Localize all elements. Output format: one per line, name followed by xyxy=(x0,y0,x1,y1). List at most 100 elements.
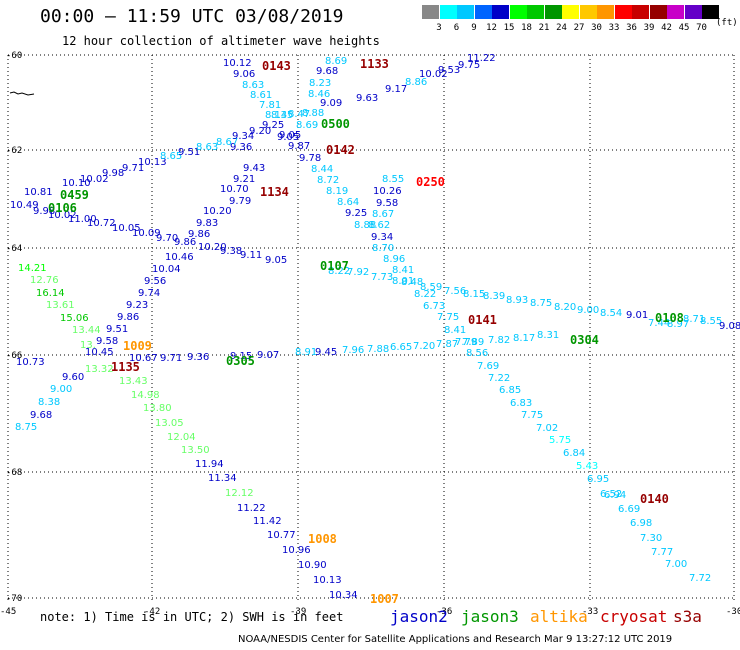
wave-height-value: 10.12 xyxy=(223,58,252,69)
wave-height-value: 8.93 xyxy=(506,295,528,306)
scale-label: 18 xyxy=(521,23,532,33)
wave-height-value: 10.13 xyxy=(313,575,342,586)
wave-height-value: 7.72 xyxy=(689,573,711,584)
wave-height-value: 8.39 xyxy=(483,291,505,302)
wave-height-value: 10.04 xyxy=(152,264,181,275)
wave-height-value: 11.22 xyxy=(467,53,496,64)
wave-height-value: 12.76 xyxy=(30,275,59,286)
wave-height-value: 8.59 xyxy=(420,282,442,293)
wave-height-value: 8.97 xyxy=(667,319,689,330)
wave-height-value: 13.44 xyxy=(72,325,101,336)
wave-height-value: 7.79 xyxy=(455,337,477,348)
wave-height-value: 9.25 xyxy=(345,208,367,219)
wave-height-value: 11.42 xyxy=(253,516,282,527)
legend-cryosat: cryosat xyxy=(600,607,668,626)
scale-swatch xyxy=(579,5,597,19)
wave-height-value: 9.87 xyxy=(288,141,310,152)
wave-height-value: 13. xyxy=(80,340,96,351)
wave-height-value: 10.02 xyxy=(419,69,448,80)
scale-label: 6 xyxy=(453,23,460,33)
wave-height-value: 8.75 xyxy=(530,298,552,309)
scale-swatch xyxy=(492,5,509,19)
wave-height-value: 9.98 xyxy=(33,206,55,217)
wave-height-value: 7.88 xyxy=(367,344,389,355)
wave-height-value: 9.15 xyxy=(230,351,252,362)
wave-height-value: 8.91 xyxy=(295,347,317,358)
wave-height-value: 8.44 xyxy=(311,164,333,175)
wave-height-value: 8.31 xyxy=(537,330,559,341)
legend-s3a: s3a xyxy=(673,607,702,626)
wave-height-value: 8.96 xyxy=(383,254,405,265)
wave-height-value: 9.36 xyxy=(187,352,209,363)
scale-label: 3 xyxy=(436,23,442,33)
wave-height-value: 7.92 xyxy=(347,267,369,278)
wave-height-value: 10.67 xyxy=(129,353,158,364)
scale-swatch xyxy=(474,5,492,19)
wave-height-value: 9.36 xyxy=(230,142,252,153)
wave-height-value: 8.71 xyxy=(683,314,705,325)
wave-height-value: 5.43 xyxy=(576,461,598,472)
wave-height-value: 9.78 xyxy=(299,153,321,164)
wave-height-value: 6.98 xyxy=(630,518,652,529)
scale-label: 42 xyxy=(661,23,672,33)
pass-time-tag: 0107 xyxy=(320,259,349,273)
wave-height-value: 9.68 xyxy=(30,410,52,421)
pass-time-tag: 0140 xyxy=(640,492,669,506)
legend-altika: altika xyxy=(530,607,588,626)
wave-height-value: 8.75 xyxy=(15,422,37,433)
wave-height-value: 10.02 xyxy=(48,210,77,221)
wave-height-value: 13.32 xyxy=(85,364,114,375)
wave-height-value: 10.34 xyxy=(329,590,358,601)
pass-time-tag: 0305 xyxy=(226,354,255,368)
coastline-fragment xyxy=(9,91,35,96)
wave-height-value: 5.75 xyxy=(549,435,571,446)
wave-height-value: 6.94 xyxy=(604,490,626,501)
latitude-label: -66 xyxy=(6,351,22,361)
credit-line: NOAA/NESDIS Center for Satellite Applica… xyxy=(238,634,673,645)
wave-height-value: 6.85 xyxy=(499,385,521,396)
wave-height-value: 9.05 xyxy=(279,130,301,141)
wave-height-value: 8.69 xyxy=(296,120,318,131)
wave-height-value: 8.88 xyxy=(302,108,324,119)
scale-label: 33 xyxy=(608,23,620,33)
legend-jason3: jason3 xyxy=(461,607,519,626)
wave-height-value: 6.84 xyxy=(563,448,585,459)
wave-height-value: 16.14 xyxy=(36,288,65,299)
pass-time-tag: 0106 xyxy=(48,201,77,215)
wave-height-value: 6.95 xyxy=(587,474,609,485)
longitude-label: -42 xyxy=(144,607,160,617)
pass-time-tag: 0142 xyxy=(326,143,355,157)
wave-height-value: 11.94 xyxy=(195,459,224,470)
wave-height-value: 9.51 xyxy=(178,147,200,158)
scale-swatch xyxy=(649,5,667,19)
scale-swatch xyxy=(667,5,684,19)
wave-height-value: 8.63 xyxy=(196,142,218,153)
wave-height-value: 7.87 xyxy=(436,339,458,350)
scale-swatch xyxy=(457,5,474,19)
wave-height-value: 6.83 xyxy=(510,398,532,409)
wave-height-value: 8.48 xyxy=(401,277,423,288)
wave-height-value: 8.88 xyxy=(354,220,376,231)
wave-height-value: 8.17 xyxy=(513,333,535,344)
scale-swatch xyxy=(439,5,457,19)
scale-label: 30 xyxy=(591,23,602,33)
wave-height-value: 10.49 xyxy=(10,200,39,211)
wave-height-value: 10.20 xyxy=(198,242,227,253)
wave-height-value: 9.05 xyxy=(265,255,287,266)
wave-height-value: 10.45 xyxy=(85,347,114,358)
wave-height-value: 8.61 xyxy=(250,90,272,101)
latitude-label: -62 xyxy=(6,146,22,156)
wave-height-value: 8.63 xyxy=(242,80,264,91)
wave-height-value: 9.86 xyxy=(188,229,210,240)
wave-height-value: 8.69 xyxy=(325,56,347,67)
scale-label: 70 xyxy=(696,23,707,33)
wave-height-value: 10.70 xyxy=(220,184,249,195)
pass-time-tag: 1009 xyxy=(123,339,152,353)
wave-height-value: 7.75 xyxy=(437,312,459,323)
wave-height-value: 7.22 xyxy=(488,373,510,384)
wave-height-value: 8.70 xyxy=(372,243,394,254)
footer-note: note: 1) Time is in UTC; 2) SWH is in fe… xyxy=(40,610,344,624)
wave-height-value: 9.53 xyxy=(438,65,460,76)
wave-height-value: 7.02 xyxy=(536,423,558,434)
scale-swatch xyxy=(422,5,439,19)
